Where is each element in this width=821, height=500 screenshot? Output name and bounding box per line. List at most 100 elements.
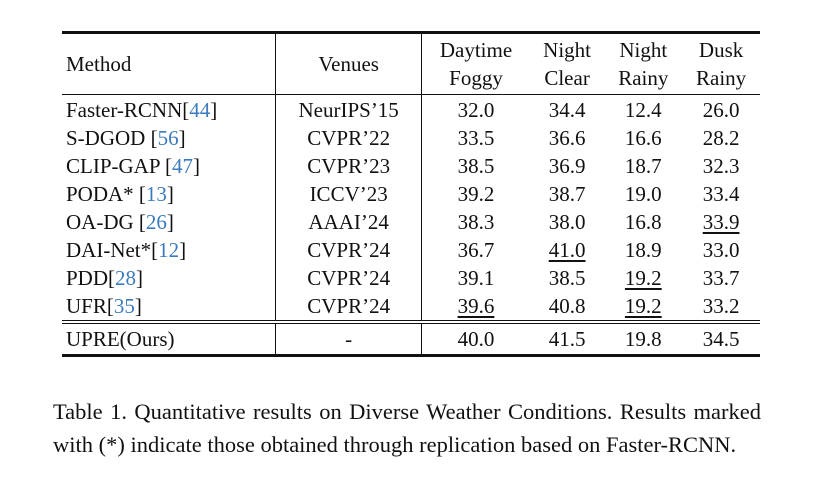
header-dusk-rainy-line1: Dusk bbox=[698, 38, 744, 62]
table-caption: Table 1. Quantitative results on Diverse… bbox=[53, 398, 761, 457]
header-dusk-rainy-line2: Rainy bbox=[696, 66, 747, 90]
citation-link[interactable]: 12 bbox=[158, 238, 180, 262]
table-row: PODA* [13] ICCV’23 39.2 38.7 19.0 33.4 bbox=[62, 180, 760, 208]
header-daytime-foggy-line2: Foggy bbox=[449, 66, 503, 90]
second-best-value: 19.2 bbox=[624, 294, 662, 318]
citation-close: ] bbox=[192, 154, 200, 178]
citation-close: ] bbox=[210, 98, 218, 122]
value-dusk-rainy: 33.7 bbox=[702, 266, 740, 290]
value-dusk-rainy: 26.0 bbox=[702, 98, 740, 122]
value-night-rainy: 19.2 bbox=[604, 292, 682, 322]
citation-link[interactable]: 28 bbox=[115, 266, 137, 290]
value-night-rainy: 18.7 bbox=[624, 154, 662, 178]
citation-link[interactable]: 56 bbox=[157, 126, 179, 150]
method-name: OA-DG [ bbox=[66, 210, 146, 234]
citation-link[interactable]: 44 bbox=[189, 98, 211, 122]
value-night-rainy: 19.2 bbox=[604, 264, 682, 292]
table-row: Faster-RCNN[44] NeurIPS’15 32.0 34.4 12.… bbox=[62, 94, 760, 124]
value-daytime-foggy: 39.1 bbox=[457, 266, 495, 290]
citation-close: ] bbox=[136, 266, 144, 290]
citation-link[interactable]: 13 bbox=[145, 182, 167, 206]
venue-cell: - bbox=[275, 320, 423, 357]
value-daytime-foggy: 32.0 bbox=[457, 98, 495, 122]
header-daytime-foggy-line1: Daytime bbox=[439, 38, 513, 62]
venue-cell: NeurIPS’15 bbox=[275, 94, 423, 124]
venue-cell: CVPR’24 bbox=[275, 236, 423, 264]
citation-close: ] bbox=[179, 238, 187, 262]
value-night-rainy: 16.6 bbox=[624, 126, 662, 150]
value-night-clear: 34.4 bbox=[548, 98, 586, 122]
venue-cell: CVPR’24 bbox=[275, 292, 423, 322]
value-dusk-rainy: 33.4 bbox=[702, 182, 740, 206]
value-daytime-foggy: 39.2 bbox=[457, 182, 495, 206]
venue-cell: ICCV’23 bbox=[275, 180, 423, 208]
best-value-daytime-foggy: 40.0 bbox=[421, 320, 530, 357]
value-dusk-rainy: 33.9 bbox=[682, 208, 760, 236]
value-night-clear: 38.0 bbox=[548, 210, 586, 234]
venue-cell: CVPR’22 bbox=[275, 124, 423, 152]
header-night-clear-line1: Night bbox=[543, 38, 592, 62]
citation-link[interactable]: 35 bbox=[113, 294, 135, 318]
second-best-value: 33.9 bbox=[702, 210, 740, 234]
header-dusk-rainy: Dusk Rainy bbox=[682, 31, 760, 95]
value-night-clear: 38.5 bbox=[548, 266, 586, 290]
value-night-rainy: 16.8 bbox=[624, 210, 662, 234]
best-value-night-clear: 41.5 bbox=[529, 320, 605, 357]
method-name: PDD[ bbox=[66, 266, 116, 290]
venue-cell: CVPR’24 bbox=[275, 264, 423, 292]
method-name: CLIP-GAP [ bbox=[66, 154, 172, 178]
method-cell: DAI-Net*[12] bbox=[62, 236, 277, 264]
table-row: S-DGOD [56] CVPR’22 33.5 36.6 16.6 28.2 bbox=[62, 124, 760, 152]
header-daytime-foggy: Daytime Foggy bbox=[421, 31, 530, 95]
value-dusk-rainy: 33.0 bbox=[702, 238, 740, 262]
value-night-clear: 38.7 bbox=[548, 182, 586, 206]
table-header-row: Method Venues Daytime Foggy Night Clear … bbox=[62, 31, 760, 95]
method-cell: OA-DG [26] bbox=[62, 208, 277, 236]
second-best-value: 19.2 bbox=[624, 266, 662, 290]
best-value-dusk-rainy: 34.5 bbox=[682, 320, 760, 357]
method-name: UFR[ bbox=[66, 294, 114, 318]
method-name: DAI-Net*[ bbox=[66, 238, 159, 262]
method-name: PODA* [ bbox=[66, 182, 146, 206]
header-night-rainy-line2: Rainy bbox=[618, 66, 669, 90]
value-night-clear: 36.9 bbox=[548, 154, 586, 178]
value-night-rainy: 18.9 bbox=[624, 238, 662, 262]
value-dusk-rainy: 33.2 bbox=[702, 294, 740, 318]
header-night-clear-line2: Clear bbox=[544, 66, 590, 90]
value-daytime-foggy: 38.5 bbox=[457, 154, 495, 178]
header-method: Method bbox=[62, 31, 277, 95]
citation-close: ] bbox=[178, 126, 186, 150]
method-cell: UFR[35] bbox=[62, 292, 277, 322]
header-night-clear: Night Clear bbox=[529, 31, 605, 95]
value-night-clear: 36.6 bbox=[548, 126, 586, 150]
method-cell: UPRE(Ours) bbox=[62, 320, 277, 357]
value-night-rainy: 12.4 bbox=[624, 98, 662, 122]
header-night-rainy-line1: Night bbox=[619, 38, 668, 62]
method-cell: CLIP-GAP [47] bbox=[62, 152, 277, 180]
citation-close: ] bbox=[134, 294, 142, 318]
citation-link[interactable]: 26 bbox=[145, 210, 167, 234]
citation-close: ] bbox=[166, 210, 174, 234]
table-row: CLIP-GAP [47] CVPR’23 38.5 36.9 18.7 32.… bbox=[62, 152, 760, 180]
method-cell: PODA* [13] bbox=[62, 180, 277, 208]
second-best-value: 41.0 bbox=[548, 238, 586, 262]
results-table-container: Method Venues Daytime Foggy Night Clear … bbox=[62, 31, 760, 357]
value-night-rainy: 19.0 bbox=[624, 182, 662, 206]
citation-link[interactable]: 47 bbox=[171, 154, 193, 178]
venue-cell: AAAI’24 bbox=[275, 208, 423, 236]
value-night-clear: 40.8 bbox=[548, 294, 586, 318]
value-daytime-foggy: 33.5 bbox=[457, 126, 495, 150]
ours-row: UPRE(Ours) - 40.0 41.5 19.8 34.5 bbox=[62, 320, 760, 357]
value-daytime-foggy: 38.3 bbox=[457, 210, 495, 234]
method-cell: PDD[28] bbox=[62, 264, 277, 292]
value-night-clear: 41.0 bbox=[530, 236, 605, 264]
value-daytime-foggy: 39.6 bbox=[422, 292, 530, 322]
value-dusk-rainy: 32.3 bbox=[702, 154, 740, 178]
table-row: OA-DG [26] AAAI’24 38.3 38.0 16.8 33.9 bbox=[62, 208, 760, 236]
method-cell: S-DGOD [56] bbox=[62, 124, 277, 152]
table-row: DAI-Net*[12] CVPR’24 36.7 41.0 18.9 33.0 bbox=[62, 236, 760, 264]
best-value-night-rainy: 19.8 bbox=[604, 320, 683, 357]
second-best-value: 39.6 bbox=[457, 294, 495, 318]
method-name: Faster-RCNN[ bbox=[66, 98, 190, 122]
results-table: Method Venues Daytime Foggy Night Clear … bbox=[62, 31, 760, 357]
